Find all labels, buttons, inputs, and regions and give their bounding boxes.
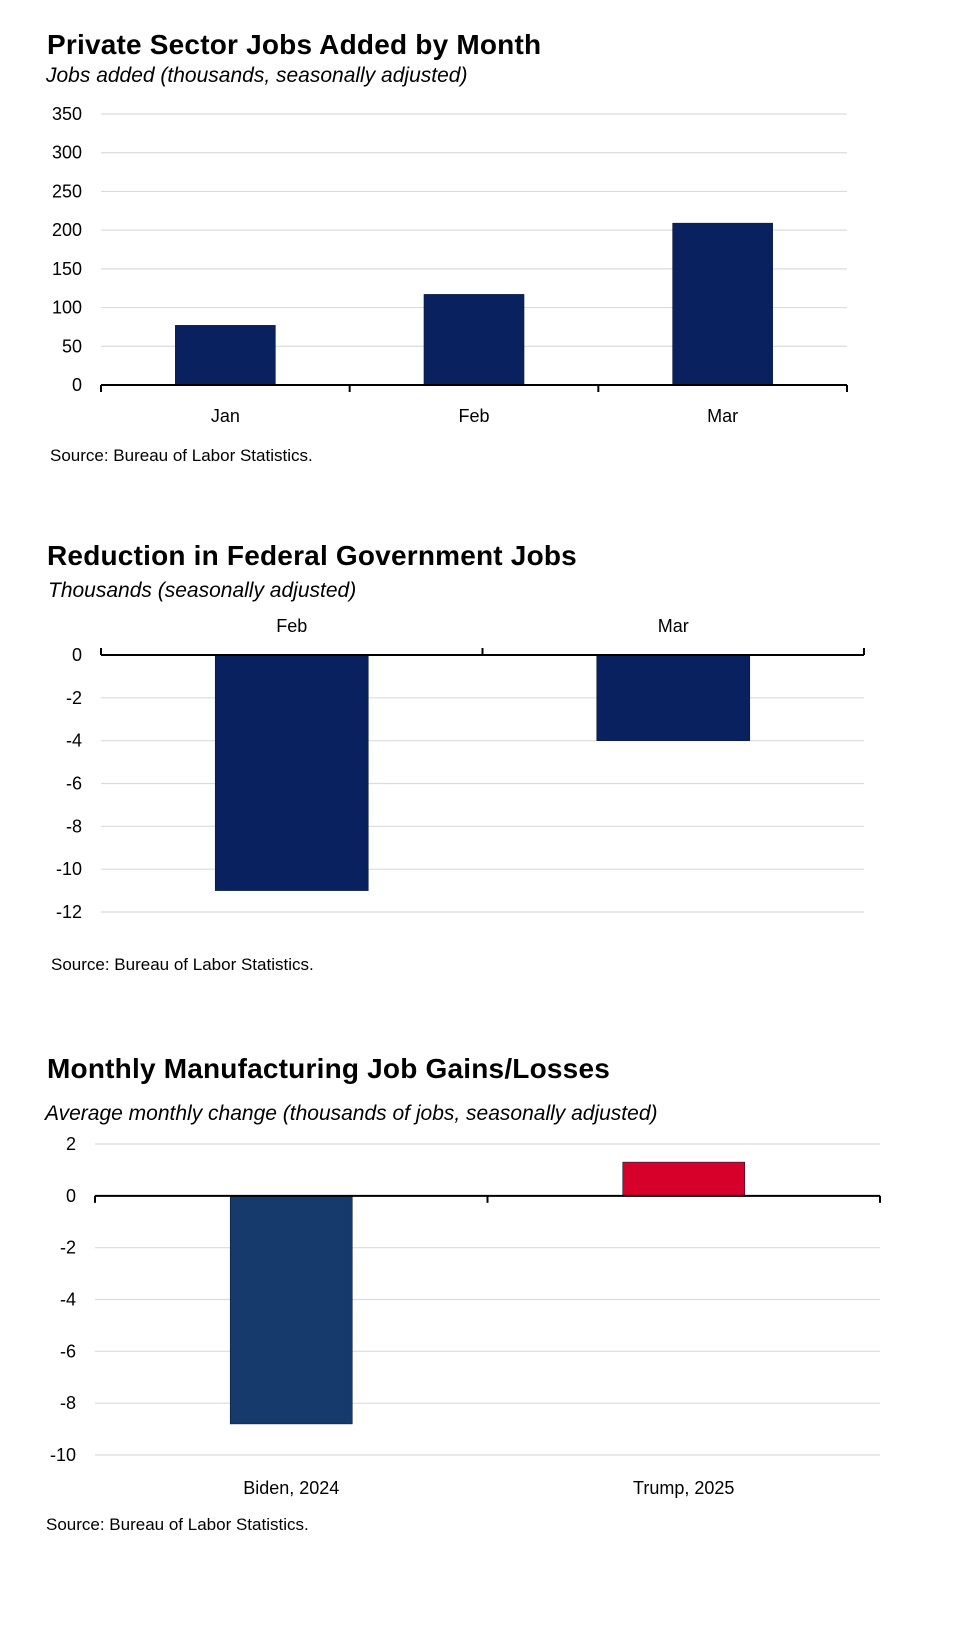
y-tick-label: 0 xyxy=(72,375,82,395)
x-category-label: Mar xyxy=(707,406,738,426)
bar xyxy=(214,654,369,891)
x-category-label: Mar xyxy=(658,616,689,636)
y-tick-label: 50 xyxy=(62,336,82,356)
y-tick-label: -10 xyxy=(50,1445,76,1465)
x-category-label: Biden, 2024 xyxy=(243,1478,339,1498)
x-category-label: Feb xyxy=(458,406,489,426)
bar xyxy=(672,222,773,386)
bar xyxy=(175,325,276,386)
bar xyxy=(229,1195,353,1425)
y-tick-label: -8 xyxy=(66,816,82,836)
y-tick-label: -6 xyxy=(60,1341,76,1361)
chart-manufacturing-jobs: 2 0 -2 -4 -6 -8 -10 Biden, 2024 Trump, 2025 xyxy=(50,1134,881,1498)
y-tick-label: 100 xyxy=(52,298,82,318)
y-tick-label: 300 xyxy=(52,143,82,163)
bar xyxy=(622,1161,746,1197)
y-tick-label: -4 xyxy=(60,1290,76,1310)
y-tick-label: -2 xyxy=(60,1238,76,1258)
y-tick-label: -6 xyxy=(66,774,82,794)
chart-source: Source: Bureau of Labor Statistics. xyxy=(51,955,314,974)
y-tick-label: 0 xyxy=(66,1186,76,1206)
chart-subtitle: Thousands (seasonally adjusted) xyxy=(48,579,357,602)
chart-federal-jobs: 0 -2 -4 -6 -8 -10 -12 Feb Mar xyxy=(56,616,865,922)
x-category-label: Jan xyxy=(211,406,240,426)
bar xyxy=(423,294,525,386)
chart-subtitle: Jobs added (thousands, seasonally adjust… xyxy=(46,64,468,87)
y-tick-label: -10 xyxy=(56,859,82,879)
y-tick-label: 0 xyxy=(72,645,82,665)
chart-source: Source: Bureau of Labor Statistics. xyxy=(46,1515,309,1534)
y-tick-label: 150 xyxy=(52,259,82,279)
x-category-label: Trump, 2025 xyxy=(633,1478,734,1498)
y-tick-label: 350 xyxy=(52,104,82,124)
chart-source: Source: Bureau of Labor Statistics. xyxy=(50,446,313,465)
y-tick-label: -2 xyxy=(66,688,82,708)
x-category-label: Feb xyxy=(276,616,307,636)
y-tick-label: -12 xyxy=(56,902,82,922)
y-tick-label: 250 xyxy=(52,181,82,201)
chart-title: Monthly Manufacturing Job Gains/Losses xyxy=(47,1053,610,1084)
y-tick-label: 200 xyxy=(52,220,82,240)
y-tick-label: -8 xyxy=(60,1393,76,1413)
chart-title: Reduction in Federal Government Jobs xyxy=(47,540,577,571)
chart-subtitle: Average monthly change (thousands of job… xyxy=(45,1102,658,1125)
chart-title: Private Sector Jobs Added by Month xyxy=(47,29,542,60)
bar xyxy=(596,654,751,741)
y-tick-label: -4 xyxy=(66,731,82,751)
y-tick-label: 2 xyxy=(66,1134,76,1154)
chart-private-sector-jobs: 0 50 100 150 200 250 300 350 Jan Feb Mar xyxy=(52,104,848,426)
